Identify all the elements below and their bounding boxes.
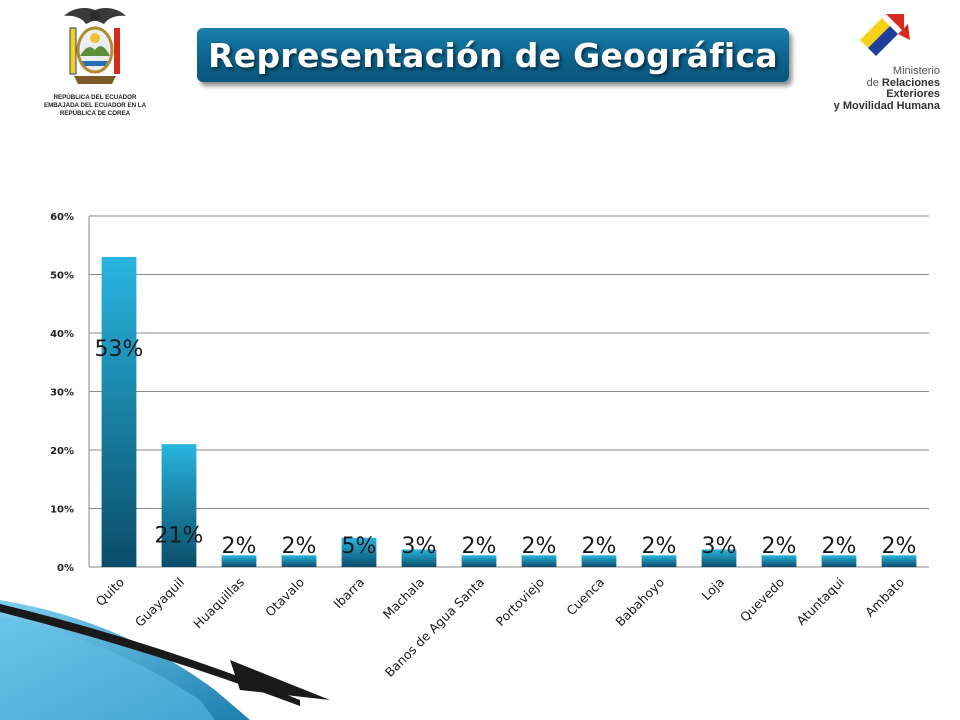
y-tick-label: 60% [50, 212, 74, 223]
emblem-caption: REPÚBLICA DEL ECUADOR EMBAJADA DEL ECUAD… [30, 94, 160, 118]
ministry-logo: Ministerio de Relaciones Exteriores y Mo… [812, 10, 952, 112]
ministry-line-2-bold: Relaciones Exteriores [881, 76, 940, 100]
data-label: 5% [342, 534, 377, 559]
data-label: 2% [282, 534, 317, 559]
bar-ambato [881, 555, 917, 567]
data-label: 53% [95, 337, 144, 362]
bar-loja [701, 549, 737, 567]
page-title: Representación de Geográfica [208, 35, 778, 75]
data-label: 2% [882, 534, 917, 559]
emblem-line-2: EMBAJADA DEL ECUADOR EN LA [43, 102, 147, 109]
data-label: 2% [822, 534, 857, 559]
y-tick-label: 20% [50, 446, 74, 457]
bar-guayaquil [161, 444, 197, 567]
data-label: 3% [702, 534, 737, 559]
bar-quito [101, 256, 137, 567]
y-tick-label: 10% [50, 505, 74, 516]
data-label: 3% [402, 534, 437, 559]
y-tick-label: 50% [50, 271, 74, 282]
data-label: 2% [462, 534, 497, 559]
bar-ibarra [341, 537, 377, 567]
ministry-logo-icon [860, 14, 910, 56]
bar-babahoyo [641, 555, 677, 567]
data-label: 2% [642, 534, 677, 559]
ministry-line-2-prefix: de [866, 76, 882, 89]
bar-huaquillas [221, 555, 257, 567]
bar-cuenca [581, 555, 617, 567]
y-tick-label: 0% [57, 563, 74, 574]
data-label: 21% [155, 523, 204, 548]
coat-of-arms-icon [64, 8, 126, 84]
ministry-name: Ministerio de Relaciones Exteriores y Mo… [812, 65, 940, 112]
title-banner: Representación de Geográfica [197, 28, 789, 82]
emblem-line-3: REPÚBLICA DE COREA [59, 110, 131, 117]
y-tick-label: 30% [50, 388, 74, 399]
ministry-line-2: de Relaciones Exteriores [812, 76, 940, 101]
data-label: 2% [582, 534, 617, 559]
emblem-line-1: REPÚBLICA DEL ECUADOR [53, 94, 137, 101]
bar-otavalo [281, 555, 317, 567]
embassy-emblem: REPÚBLICA DEL ECUADOR EMBAJADA DEL ECUAD… [30, 6, 160, 126]
ministry-line-3: y Movilidad Humana [833, 99, 940, 112]
bar-portoviejo [521, 555, 557, 567]
ministry-line-1: Ministerio [892, 65, 940, 77]
bar-banos-de-agua-santa [461, 555, 497, 567]
bar-quevedo [761, 555, 797, 567]
y-tick-label: 40% [50, 329, 74, 340]
bar-machala [401, 549, 437, 567]
bar-atuntaqui [821, 555, 857, 567]
data-label: 2% [222, 534, 257, 559]
data-label: 2% [522, 534, 557, 559]
data-label: 2% [762, 534, 797, 559]
